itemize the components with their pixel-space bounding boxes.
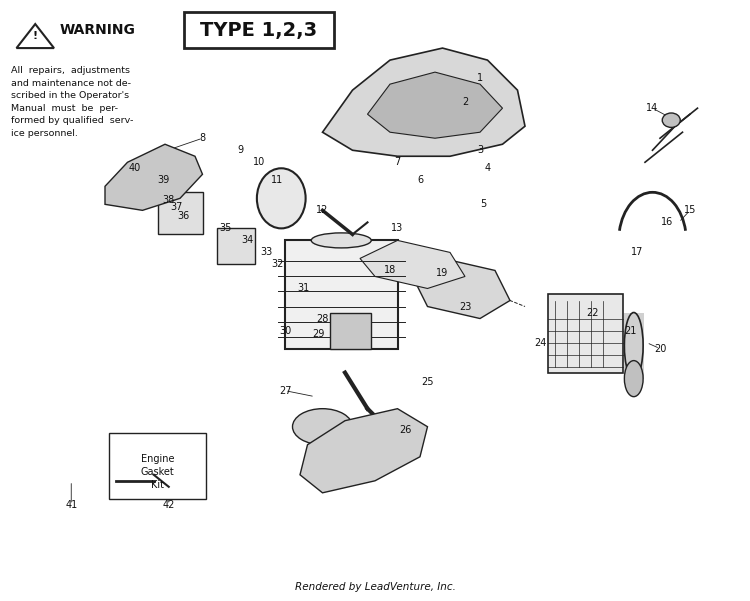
Text: 3: 3 xyxy=(477,145,483,155)
Ellipse shape xyxy=(256,168,306,228)
Circle shape xyxy=(662,113,680,127)
Text: 33: 33 xyxy=(260,248,272,257)
Text: 16: 16 xyxy=(662,218,674,227)
Text: 4: 4 xyxy=(484,163,490,173)
Text: 34: 34 xyxy=(242,236,254,245)
Text: 1: 1 xyxy=(477,73,483,83)
Text: 21: 21 xyxy=(624,326,636,335)
Text: 39: 39 xyxy=(158,175,170,185)
Text: 19: 19 xyxy=(436,269,448,278)
Text: 36: 36 xyxy=(178,212,190,221)
Bar xyxy=(285,240,398,349)
Polygon shape xyxy=(300,409,427,493)
Ellipse shape xyxy=(311,233,371,248)
Polygon shape xyxy=(368,72,502,138)
Text: 15: 15 xyxy=(684,206,696,215)
Bar xyxy=(158,192,203,234)
Text: 11: 11 xyxy=(272,175,284,185)
Text: 13: 13 xyxy=(392,224,404,233)
Text: 40: 40 xyxy=(129,163,141,173)
Polygon shape xyxy=(360,240,465,288)
Text: 37: 37 xyxy=(170,203,182,212)
Text: Rendered by LeadVenture, Inc.: Rendered by LeadVenture, Inc. xyxy=(295,582,455,592)
Text: 30: 30 xyxy=(279,326,291,335)
Ellipse shape xyxy=(624,361,643,397)
Text: 27: 27 xyxy=(279,386,291,395)
Text: 12: 12 xyxy=(316,206,328,215)
Polygon shape xyxy=(16,24,54,48)
Text: 22: 22 xyxy=(586,308,598,317)
Text: 41: 41 xyxy=(65,500,77,510)
Text: 17: 17 xyxy=(632,248,644,257)
Text: 31: 31 xyxy=(298,284,310,293)
Text: 10: 10 xyxy=(253,157,265,167)
Polygon shape xyxy=(413,258,510,319)
Ellipse shape xyxy=(624,313,643,379)
Bar xyxy=(184,12,334,48)
Text: !: ! xyxy=(33,31,38,41)
Text: Engine
Gasket
Kit: Engine Gasket Kit xyxy=(141,454,174,490)
Text: 14: 14 xyxy=(646,103,658,113)
Polygon shape xyxy=(322,48,525,156)
Polygon shape xyxy=(105,144,202,210)
Text: 18: 18 xyxy=(384,266,396,275)
Text: 6: 6 xyxy=(417,175,423,185)
Text: 9: 9 xyxy=(237,145,243,155)
Text: 35: 35 xyxy=(219,224,231,233)
Text: 38: 38 xyxy=(163,195,175,204)
Text: WARNING: WARNING xyxy=(60,23,136,37)
Bar xyxy=(624,313,644,379)
Text: 5: 5 xyxy=(481,200,487,209)
Text: 29: 29 xyxy=(313,329,325,338)
Text: 24: 24 xyxy=(534,338,546,347)
Text: 28: 28 xyxy=(316,314,328,323)
Text: 8: 8 xyxy=(200,133,206,143)
Bar xyxy=(548,294,622,373)
Text: 26: 26 xyxy=(399,425,411,435)
Text: 7: 7 xyxy=(394,157,400,167)
Ellipse shape xyxy=(292,409,352,445)
Bar xyxy=(109,433,206,499)
Text: 25: 25 xyxy=(422,377,434,386)
Text: 23: 23 xyxy=(459,302,471,311)
Bar xyxy=(217,228,255,264)
Text: 32: 32 xyxy=(272,260,284,269)
Text: 2: 2 xyxy=(462,97,468,107)
Bar xyxy=(330,313,371,349)
Text: TYPE 1,2,3: TYPE 1,2,3 xyxy=(200,20,317,40)
Text: 20: 20 xyxy=(654,344,666,353)
Text: All  repairs,  adjustments
and maintenance not de-
scribed in the Operator's
Man: All repairs, adjustments and maintenance… xyxy=(11,66,134,138)
Text: 42: 42 xyxy=(163,500,175,510)
